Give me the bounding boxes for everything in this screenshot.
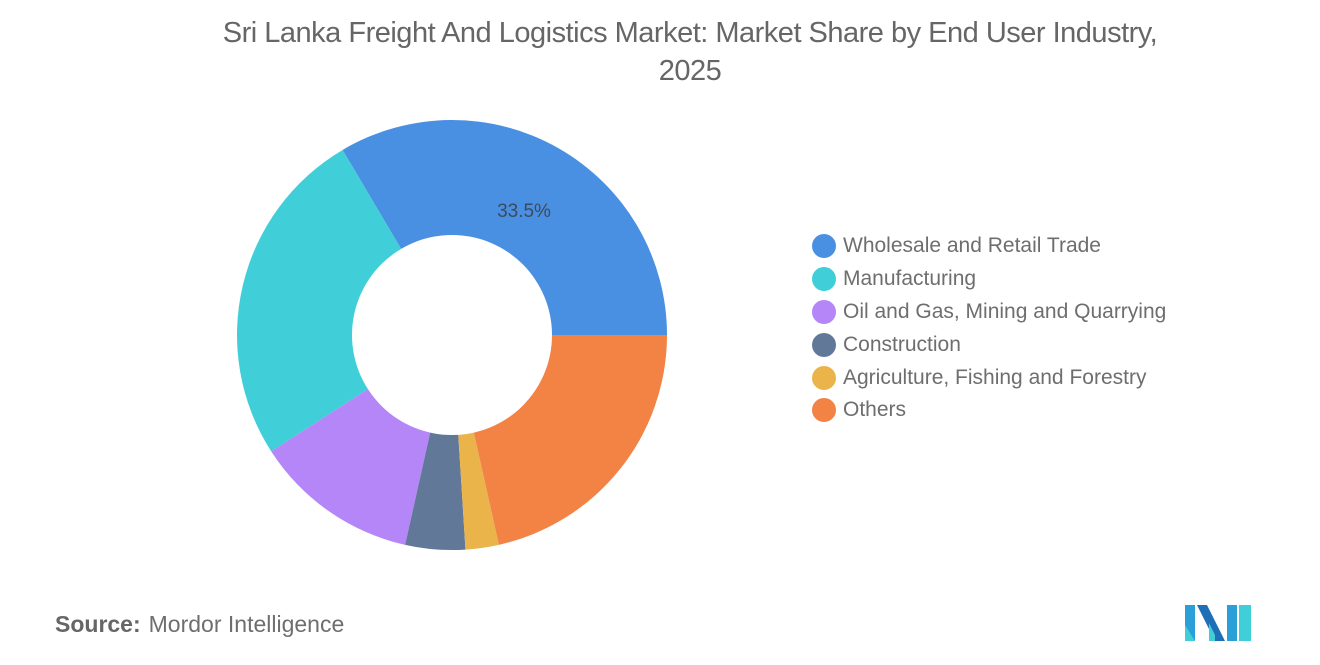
chart-title-line-2: 2025 (658, 55, 722, 87)
chart-title-line-1: Sri Lanka Freight And Logistics Market: … (222, 17, 1158, 49)
legend-dot-icon (812, 267, 836, 292)
legend-dot-icon (812, 398, 836, 423)
legend-label: Construction (843, 332, 961, 356)
legend: Wholesale and Retail Trade Manufacturing… (812, 230, 1166, 427)
legend-item-wholesale[interactable]: Wholesale and Retail Trade (812, 230, 1166, 263)
legend-dot-icon (812, 365, 836, 390)
legend-dot-icon (812, 234, 836, 259)
donut-hole (352, 235, 552, 435)
legend-label: Others (843, 398, 907, 422)
legend-item-agriculture[interactable]: Agriculture, Fishing and Forestry (812, 361, 1166, 394)
source-note: Source: Mordor Intelligence (55, 611, 344, 638)
legend-item-construction[interactable]: Construction (812, 328, 1166, 361)
slice-manufacturing[interactable] (236, 149, 452, 452)
legend-label: Oil and Gas, Mining and Quarrying (843, 299, 1167, 323)
legend-label: Agriculture, Fishing and Forestry (843, 365, 1147, 389)
source-name: Mordor Intelligence (148, 611, 345, 637)
source-prefix: Source: (55, 611, 141, 637)
legend-item-manufacturing[interactable]: Manufacturing (812, 263, 1166, 296)
legend-dot-icon (812, 299, 836, 324)
mordor-intelligence-logo-icon (1185, 605, 1251, 641)
legend-label: Manufacturing (843, 267, 977, 291)
legend-label: Wholesale and Retail Trade (843, 234, 1101, 258)
chart-title: Sri Lanka Freight And Logistics Market: … (0, 14, 1320, 90)
legend-dot-icon (812, 332, 836, 357)
slice-label-wholesale: 33.5% (497, 201, 551, 222)
legend-item-others[interactable]: Others (812, 394, 1166, 427)
legend-item-oil-gas[interactable]: Oil and Gas, Mining and Quarrying (812, 296, 1166, 329)
